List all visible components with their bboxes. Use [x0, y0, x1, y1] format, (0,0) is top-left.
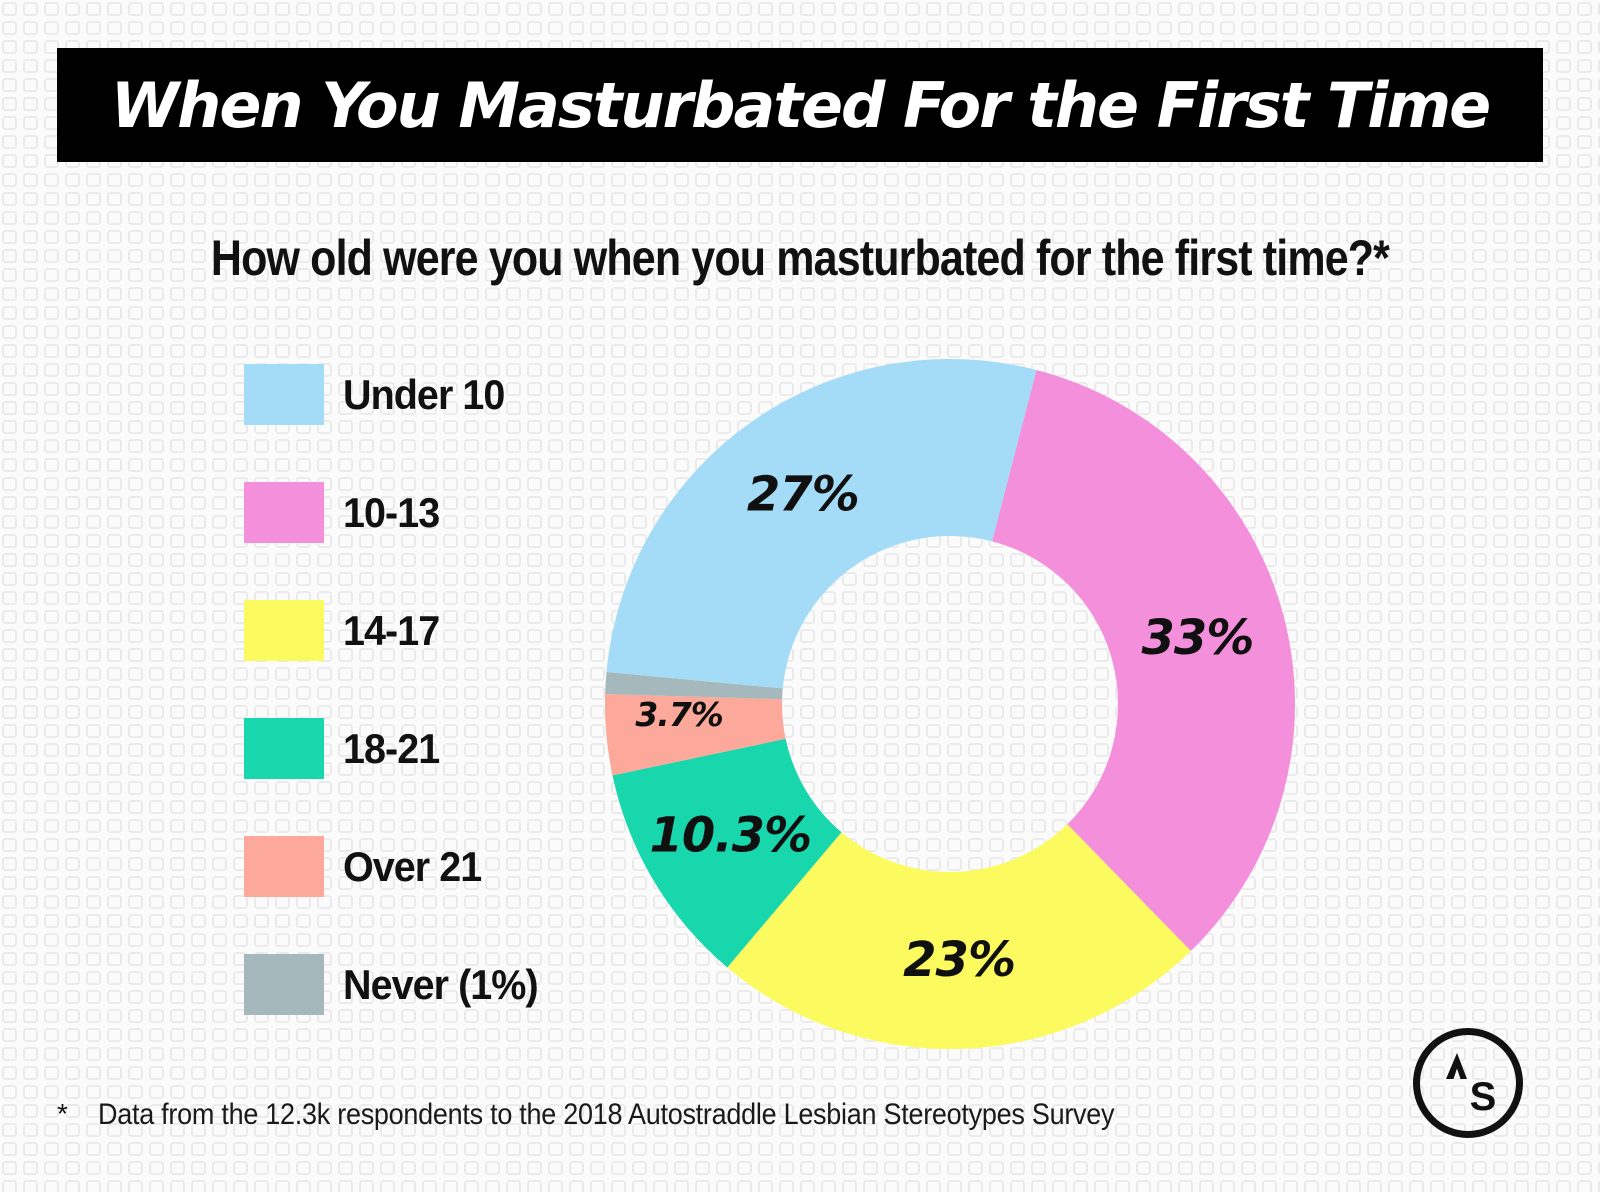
- legend-item-label: 14-17: [343, 606, 440, 654]
- chart-legend: Under 10 10-13 14-17 18-21 Over 21 Never (1%): [244, 364, 550, 1072]
- legend-item-label: 10-13: [343, 488, 440, 536]
- donut-slice-never: [605, 672, 783, 700]
- donut-slice-over-21: [604, 694, 786, 776]
- legend-item-14-17: 14-17: [244, 600, 550, 661]
- logo-circle: [1413, 1028, 1523, 1138]
- autostraddle-logo: S: [1413, 1028, 1523, 1138]
- legend-swatch: [244, 364, 324, 425]
- legend-item-label: Over 21: [343, 842, 482, 890]
- legend-item-18-21: 18-21: [244, 718, 550, 779]
- slice-label-18-21: 10.3%: [650, 807, 812, 863]
- legend-swatch: [244, 718, 324, 779]
- chart-question-text: How old were you when you masturbated fo…: [210, 230, 1390, 286]
- legend-swatch: [244, 600, 324, 661]
- donut-slice-under-10: [606, 359, 1037, 689]
- slice-label-over-21: 3.7%: [635, 695, 723, 734]
- slice-label-10-13: 33%: [1141, 610, 1253, 666]
- logo-letter: S: [1470, 1075, 1497, 1119]
- legend-item-under-10: Under 10: [244, 364, 550, 425]
- logo-triangle-icon: [1446, 1053, 1467, 1079]
- legend-item-label: Under 10: [343, 370, 505, 418]
- footnote: * Data from the 12.3k respondents to the…: [57, 1100, 1227, 1130]
- legend-item-over-21: Over 21: [244, 836, 550, 897]
- donut-slice-18-21: [612, 738, 842, 968]
- legend-swatch: [244, 954, 324, 1015]
- legend-item-10-13: 10-13: [244, 482, 550, 543]
- legend-item-never-1: Never (1%): [244, 954, 550, 1015]
- chart-question: How old were you when you masturbated fo…: [0, 230, 1600, 288]
- footnote-text: Data from the 12.3k respondents to the 2…: [97, 1098, 1115, 1131]
- title-banner: When You Masturbated For the First Time: [57, 48, 1543, 162]
- legend-swatch: [244, 482, 324, 543]
- legend-item-label: 18-21: [343, 724, 440, 772]
- slice-label-under-10: 27%: [747, 467, 859, 523]
- page-title: When You Masturbated For the First Time: [110, 68, 1491, 142]
- slice-label-14-17: 23%: [903, 932, 1015, 988]
- donut-slice-14-17: [727, 824, 1191, 1050]
- donut-slice-10-13: [992, 369, 1296, 952]
- legend-item-label: Never (1%): [343, 960, 539, 1008]
- legend-swatch: [244, 836, 324, 897]
- footnote-marker: *: [57, 1098, 68, 1129]
